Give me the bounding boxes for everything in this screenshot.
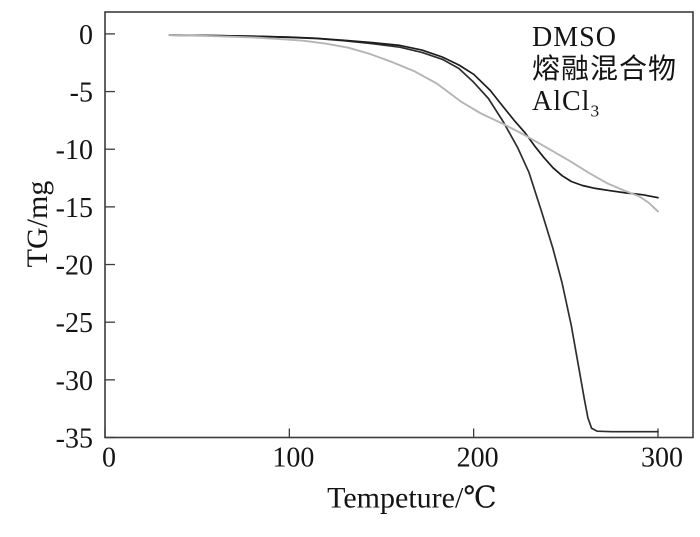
series-line-2 [168, 34, 659, 213]
x-tick-label: 100 [272, 443, 314, 474]
x-tick-label: 300 [641, 443, 683, 474]
legend-item-dmso: DMSO [532, 22, 677, 54]
y-tick-label: -10 [56, 135, 93, 166]
legend-subscript: 3 [590, 101, 601, 121]
legend-item-mixture: 熔融混合物 [532, 54, 677, 86]
y-tick-label: -20 [56, 251, 93, 282]
x-tick-label: 0 [102, 443, 116, 474]
legend-label: AlCl [532, 86, 591, 117]
y-tick-label: 0 [79, 20, 93, 51]
legend-item-alcl3: AlCl3 [532, 86, 677, 121]
y-axis-label: TG/mg [21, 180, 54, 268]
x-axis-label: Tempeture/℃ [327, 481, 497, 515]
legend-label: 熔融混合物 [532, 54, 678, 85]
y-tick-label: -15 [56, 193, 93, 224]
series-line-1 [168, 34, 659, 199]
y-tick-label: -25 [56, 308, 93, 339]
plot-frame [104, 11, 694, 439]
legend-label: DMSO [532, 22, 617, 53]
y-tick-label: -30 [56, 366, 93, 397]
x-tick-label: 200 [457, 443, 499, 474]
y-tick-label: -5 [70, 78, 93, 109]
legend: DMSO 熔融混合物 AlCl3 [532, 22, 677, 121]
y-tick-label: -35 [56, 424, 93, 455]
